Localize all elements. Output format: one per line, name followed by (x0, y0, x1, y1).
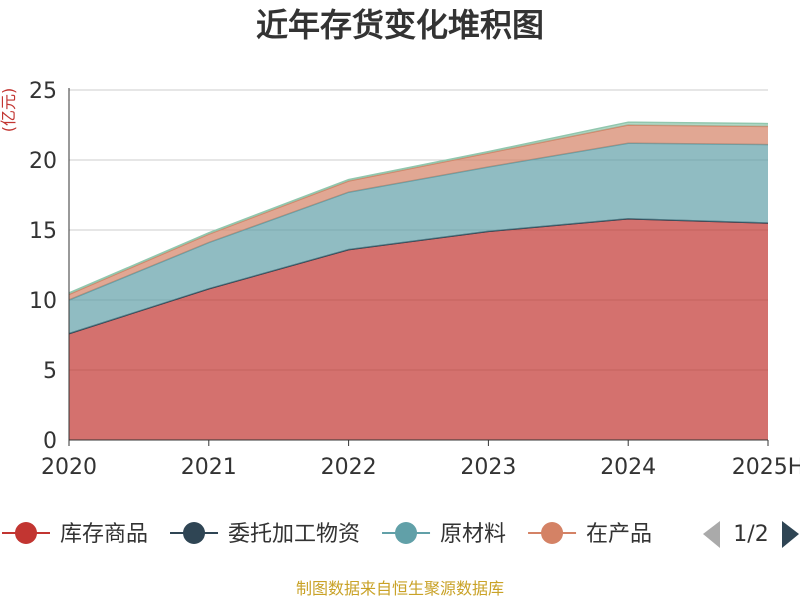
x-tick-label-2022: 2022 (321, 455, 377, 480)
area-原材料 (69, 143, 768, 334)
legend-item-库存商品: 库存商品 (2, 522, 148, 547)
area-series-5-line (68, 121, 769, 294)
x-tick-label-2021: 2021 (181, 455, 237, 480)
legend-label: 库存商品 (60, 522, 148, 547)
legend-label: 原材料 (440, 522, 506, 547)
legend-item-委托加工物资: 委托加工物资 (170, 522, 360, 547)
y-tick-label-15: 15 (29, 219, 57, 244)
y-tick-label-10: 10 (29, 289, 57, 314)
legend-prev-arrow-icon (703, 521, 720, 548)
x-tick-label-2025H: 2025H (732, 455, 800, 480)
area-在产品 (69, 125, 768, 300)
y-tick-label-20: 20 (29, 149, 57, 174)
legend-marker (15, 522, 37, 544)
chart-title: 近年存货变化堆积图 (256, 6, 544, 44)
legend-page-indicator: 1/2 (733, 522, 768, 547)
legend-marker (183, 522, 206, 544)
area-库存商品 (69, 218, 768, 440)
legend-label: 在产品 (586, 522, 652, 547)
legend: 库存商品 委托加工物资 原材料 在产品 1/2 (2, 521, 799, 548)
legend-marker (395, 522, 418, 544)
stacked-areas (68, 121, 769, 440)
x-tick-label-2024: 2024 (600, 455, 656, 480)
y-tick-label-5: 5 (43, 359, 57, 384)
x-tick-label-2020: 2020 (41, 455, 97, 480)
legend-marker (541, 522, 564, 544)
legend-next-arrow-icon (782, 521, 799, 548)
data-source-note: 制图数据来自恒生聚源数据库 (296, 579, 504, 598)
legend-item-原材料: 原材料 (382, 522, 506, 547)
legend-item-在产品: 在产品 (528, 522, 652, 547)
y-tick-label-25: 25 (29, 79, 57, 104)
axes: 0 5 10 15 20 25 2020 2021 2022 2023 2024 2025H (29, 79, 800, 480)
y-axis-unit-label: (亿元) (0, 88, 18, 133)
legend-label: 委托加工物资 (228, 522, 360, 547)
y-tick-label-0: 0 (43, 429, 57, 454)
x-tick-label-2023: 2023 (460, 455, 516, 480)
